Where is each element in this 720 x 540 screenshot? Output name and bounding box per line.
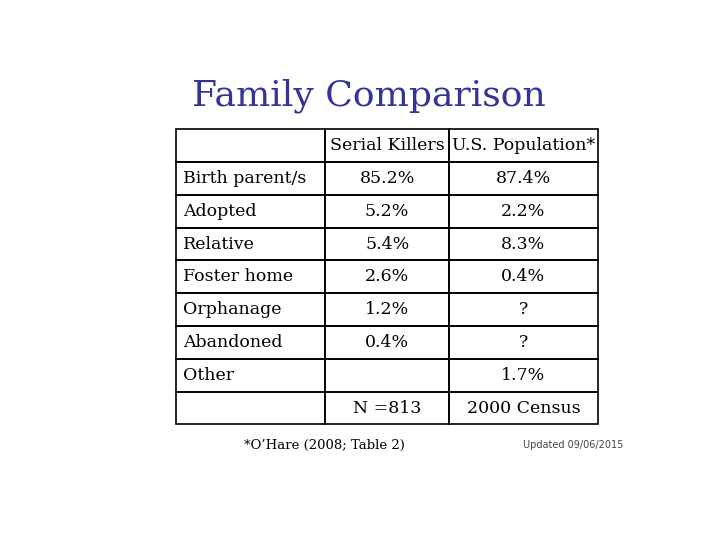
Bar	[325, 326, 449, 359]
Bar	[449, 129, 598, 162]
Text: 85.2%: 85.2%	[359, 170, 415, 187]
Text: 0.4%: 0.4%	[365, 334, 409, 351]
Text: Orphanage: Orphanage	[183, 301, 282, 318]
Text: 5.4%: 5.4%	[365, 235, 409, 253]
Bar	[176, 293, 325, 326]
Bar	[449, 260, 598, 293]
Text: Relative: Relative	[183, 235, 255, 253]
Text: Foster home: Foster home	[183, 268, 293, 285]
Text: 2000 Census: 2000 Census	[467, 400, 580, 416]
Text: 1.2%: 1.2%	[365, 301, 409, 318]
Bar	[176, 129, 325, 162]
Text: ?: ?	[518, 301, 528, 318]
Text: 5.2%: 5.2%	[365, 202, 410, 220]
Bar	[325, 195, 449, 228]
Bar	[449, 392, 598, 424]
Bar	[449, 162, 598, 195]
Text: 8.3%: 8.3%	[501, 235, 546, 253]
Bar	[325, 392, 449, 424]
Text: 87.4%: 87.4%	[496, 170, 551, 187]
Text: 2.6%: 2.6%	[365, 268, 409, 285]
Bar	[449, 195, 598, 228]
Text: U.S. Population*: U.S. Population*	[451, 137, 595, 154]
Bar	[325, 129, 449, 162]
Bar	[325, 293, 449, 326]
Bar	[325, 162, 449, 195]
Text: Adopted: Adopted	[183, 202, 257, 220]
Bar	[176, 359, 325, 392]
Text: ?: ?	[518, 334, 528, 351]
Text: 2.2%: 2.2%	[501, 202, 546, 220]
Bar	[176, 326, 325, 359]
Text: 1.7%: 1.7%	[501, 367, 546, 384]
Text: Family Comparison: Family Comparison	[192, 79, 546, 113]
Text: Abandoned: Abandoned	[183, 334, 283, 351]
Text: Other: Other	[183, 367, 234, 384]
Bar	[449, 293, 598, 326]
Bar	[325, 260, 449, 293]
Text: Birth parent/s: Birth parent/s	[183, 170, 307, 187]
Bar	[176, 195, 325, 228]
Bar	[176, 162, 325, 195]
Bar	[325, 228, 449, 260]
Bar	[176, 260, 325, 293]
Text: 0.4%: 0.4%	[501, 268, 546, 285]
Bar	[176, 228, 325, 260]
Bar	[449, 359, 598, 392]
Text: *O’Hare (2008; Table 2): *O’Hare (2008; Table 2)	[244, 439, 405, 452]
Bar	[176, 392, 325, 424]
Text: Serial Killers: Serial Killers	[330, 137, 444, 154]
Bar	[449, 228, 598, 260]
Text: N =813: N =813	[353, 400, 421, 416]
Bar	[449, 326, 598, 359]
Text: Updated 09/06/2015: Updated 09/06/2015	[523, 440, 623, 450]
Bar	[325, 359, 449, 392]
